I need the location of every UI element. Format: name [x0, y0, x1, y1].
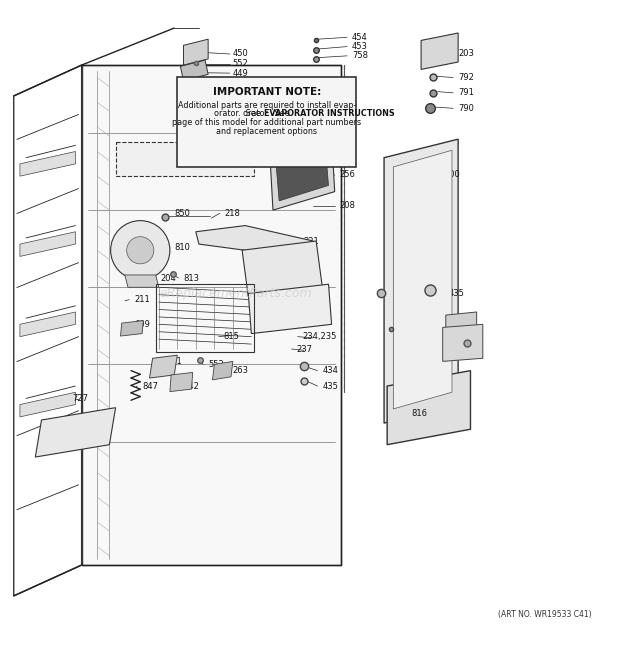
Polygon shape [20, 151, 76, 176]
Text: 218: 218 [225, 209, 241, 217]
Text: 434: 434 [399, 292, 415, 301]
Text: 212: 212 [407, 326, 423, 335]
Text: 263: 263 [233, 366, 249, 375]
Polygon shape [242, 241, 322, 297]
Text: 435: 435 [337, 104, 352, 113]
Text: 219: 219 [227, 232, 242, 241]
Text: 202: 202 [395, 181, 411, 190]
Polygon shape [20, 232, 76, 256]
Polygon shape [384, 139, 458, 423]
Text: 224: 224 [304, 298, 319, 307]
Text: 433: 433 [337, 85, 353, 95]
Text: 211: 211 [134, 295, 150, 304]
Circle shape [110, 221, 170, 280]
Polygon shape [125, 275, 159, 288]
Text: 815: 815 [224, 332, 239, 341]
Text: 453: 453 [352, 42, 368, 51]
Text: 850: 850 [174, 209, 190, 217]
Text: 434: 434 [322, 366, 339, 375]
Polygon shape [196, 225, 316, 256]
Text: 421: 421 [273, 156, 289, 165]
Text: and replacement options: and replacement options [216, 127, 317, 136]
Text: 259: 259 [458, 319, 474, 328]
Text: 552: 552 [208, 360, 224, 369]
Text: 204: 204 [161, 274, 176, 282]
Text: 208: 208 [340, 202, 355, 210]
Text: 151: 151 [93, 431, 108, 440]
Text: 813: 813 [184, 274, 200, 282]
Text: 203: 203 [458, 50, 474, 58]
Text: 454: 454 [352, 33, 368, 42]
Polygon shape [248, 284, 332, 334]
Text: 220: 220 [254, 239, 270, 249]
Text: 450: 450 [233, 50, 249, 58]
Text: 758: 758 [352, 52, 368, 60]
Polygon shape [270, 136, 335, 210]
Text: 451: 451 [167, 357, 182, 366]
Text: 609: 609 [134, 320, 150, 329]
Text: 221: 221 [304, 237, 319, 245]
Polygon shape [213, 362, 233, 380]
Polygon shape [421, 33, 458, 69]
Polygon shape [149, 355, 177, 378]
Text: page of this model for additional part numbers: page of this model for additional part n… [172, 118, 361, 127]
Text: 433: 433 [299, 113, 315, 122]
Text: 256: 256 [340, 171, 355, 179]
Polygon shape [120, 321, 143, 336]
Text: 200: 200 [445, 171, 460, 179]
Text: 222: 222 [459, 332, 475, 341]
Text: 842: 842 [184, 381, 200, 391]
Text: 456: 456 [340, 126, 355, 134]
Text: eReplacementParts.com: eReplacementParts.com [159, 287, 312, 300]
Text: 552: 552 [233, 59, 249, 68]
Text: EVAPORATOR INSTRUCTIONS: EVAPORATOR INSTRUCTIONS [264, 109, 394, 118]
Polygon shape [276, 149, 329, 201]
Text: 449: 449 [233, 69, 249, 77]
Text: 816: 816 [412, 409, 428, 418]
Polygon shape [82, 65, 341, 565]
Text: orator.  See: orator. See [244, 109, 290, 118]
Text: 792: 792 [458, 73, 474, 82]
Polygon shape [20, 312, 76, 336]
Text: IMPORTANT NOTE:: IMPORTANT NOTE: [213, 87, 321, 97]
Text: 237: 237 [296, 344, 312, 354]
Polygon shape [443, 325, 483, 362]
Text: 234,235: 234,235 [303, 332, 337, 341]
Polygon shape [20, 392, 76, 417]
Text: (ART NO. WR19533 C41): (ART NO. WR19533 C41) [498, 610, 591, 619]
Text: 435: 435 [299, 95, 315, 104]
Text: 847: 847 [142, 381, 158, 391]
Text: orator.  See: orator. See [215, 109, 264, 118]
Text: 790: 790 [458, 104, 474, 113]
Text: 791: 791 [458, 89, 474, 97]
Text: 201: 201 [420, 173, 436, 182]
Polygon shape [387, 371, 471, 445]
Circle shape [126, 237, 154, 264]
Polygon shape [180, 60, 208, 81]
Polygon shape [446, 312, 477, 340]
Text: 435: 435 [449, 289, 465, 298]
Text: 217: 217 [282, 239, 298, 249]
FancyBboxPatch shape [115, 142, 254, 176]
FancyBboxPatch shape [177, 77, 356, 167]
Polygon shape [393, 150, 452, 409]
Polygon shape [267, 116, 338, 149]
Text: Additional parts are required to install evap-: Additional parts are required to install… [177, 100, 356, 110]
Text: 810: 810 [174, 243, 190, 252]
Polygon shape [184, 39, 208, 65]
Text: 435: 435 [322, 381, 339, 391]
Polygon shape [170, 372, 193, 391]
Polygon shape [35, 408, 115, 457]
Text: 727: 727 [73, 394, 89, 403]
